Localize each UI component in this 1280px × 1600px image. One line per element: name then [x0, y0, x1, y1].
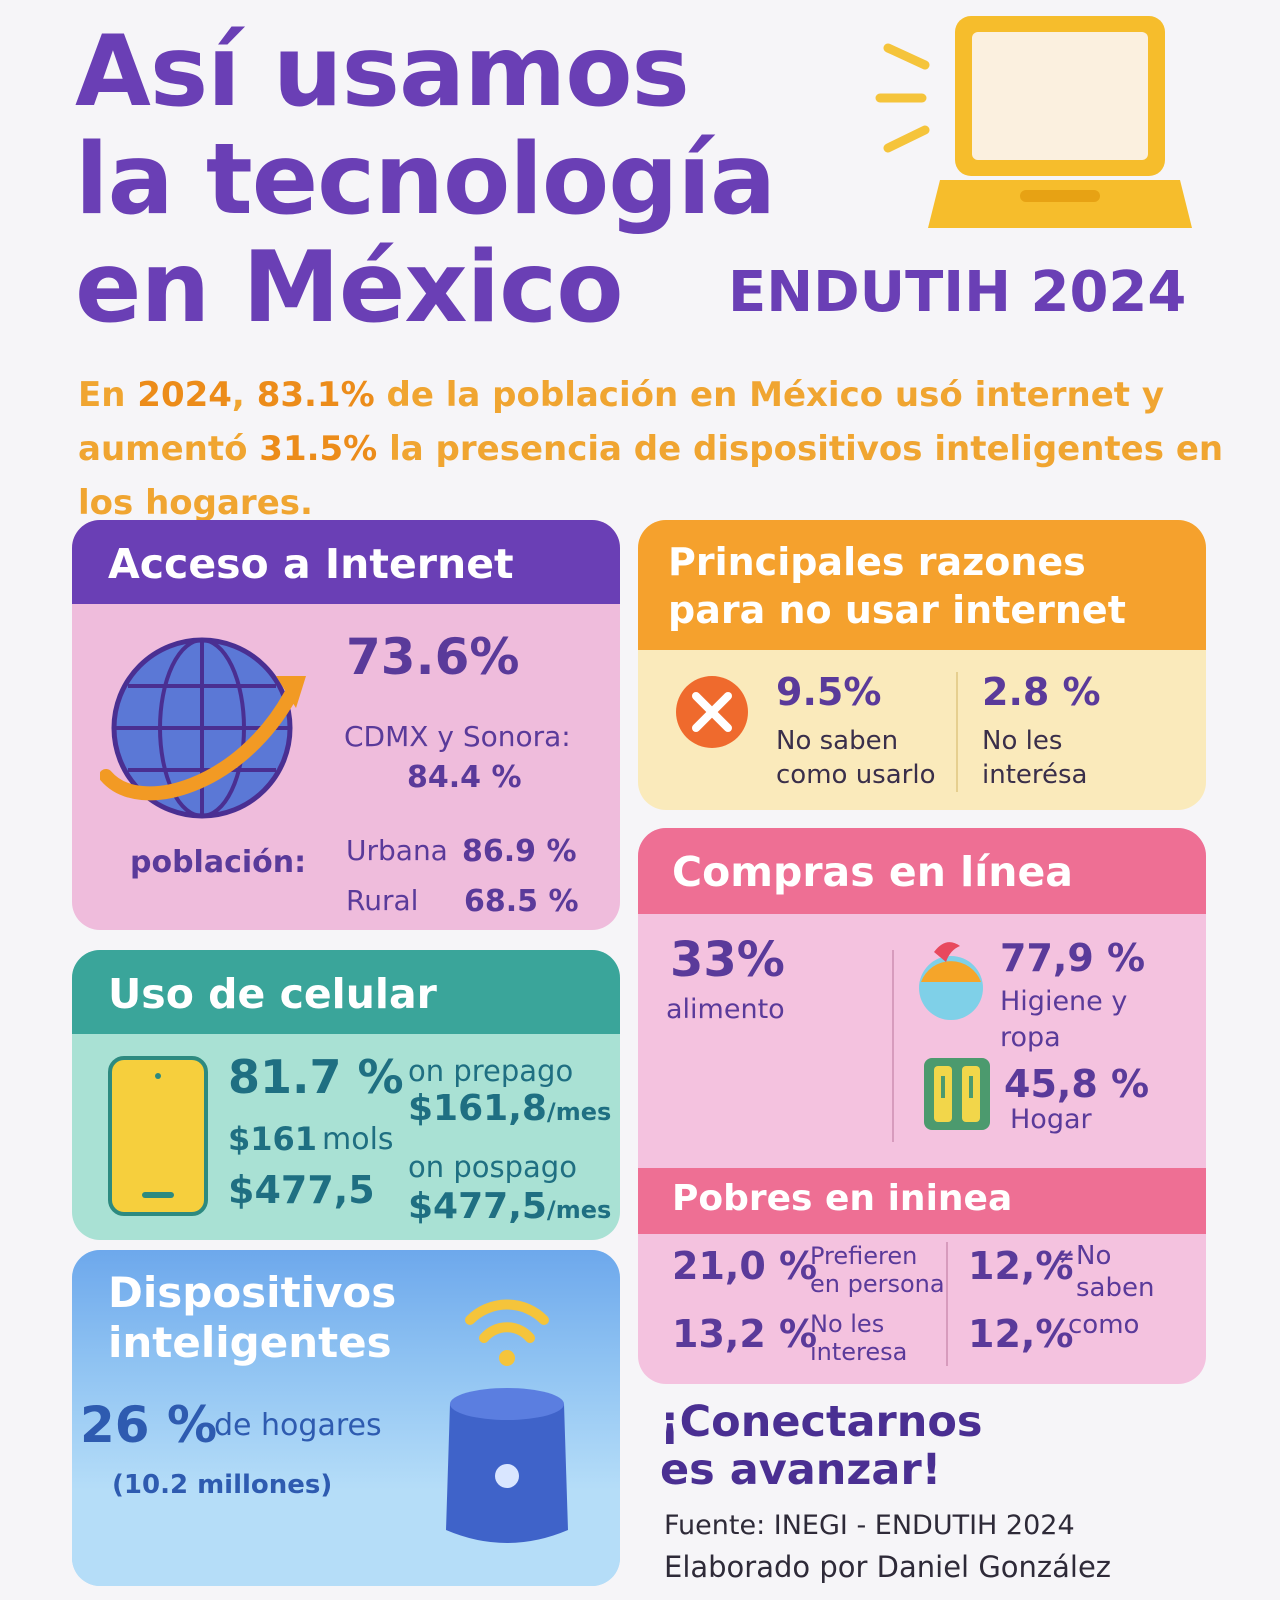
pobres-b-label: No les interesa	[810, 1310, 908, 1366]
survey-subtitle: ENDUTIH 2024	[728, 260, 1187, 325]
dispositivos-label: de hogares	[214, 1408, 382, 1443]
hogar-label: Hogar	[1010, 1104, 1092, 1135]
pobres-a-pct: 21,0 %	[672, 1244, 818, 1288]
author-text: Elaborado por Daniel González	[664, 1550, 1112, 1584]
card-title: Uso de celular	[108, 970, 437, 1018]
x-circle-icon	[676, 676, 748, 748]
pobres-b-pct: 13,2 %	[672, 1312, 818, 1356]
access-main-pct: 73.6%	[346, 628, 520, 686]
pospago-price: $477,5/mes	[408, 1186, 612, 1227]
dispositivos-millones: (10.2 millones)	[112, 1470, 333, 1500]
pobres-d-pct: 12,%	[968, 1312, 1074, 1356]
r2-pct: 2.8 %	[982, 670, 1101, 714]
pobres-c-pct: 12,%	[968, 1244, 1074, 1288]
title-line-2: la tecnología	[75, 123, 776, 237]
celular-price1: $161	[228, 1120, 318, 1158]
smart-speaker-icon	[446, 1299, 568, 1543]
pospago-label: on pospago	[408, 1150, 577, 1184]
higiene-label: Higiene y ropa	[1000, 986, 1128, 1053]
cdmx-pct: 84.4 %	[407, 760, 522, 795]
r1-label: No saben como usarlo	[776, 726, 936, 790]
pobres-c-mark: ≠	[1058, 1244, 1075, 1268]
card-dispositivos: Dispositivos inteligentes 26 % de hogare…	[72, 1250, 620, 1586]
laptop-icon	[875, 16, 1192, 228]
card-title: Dispositivos inteligentes	[108, 1268, 397, 1367]
card-acceso-internet: Acceso a Internet 73.6% CDMX y Sonora: 8…	[72, 520, 620, 930]
phone-icon	[108, 1056, 208, 1216]
card-razones: Principales razones para no usar interne…	[638, 520, 1206, 810]
urbana-pct: 86.9 %	[462, 834, 577, 869]
title-line-3: en México	[75, 231, 624, 345]
cabinet-icon	[924, 1058, 990, 1130]
higiene-pct: 77,9 %	[1000, 936, 1146, 980]
divider	[946, 1242, 948, 1366]
card-title: Acceso a Internet	[108, 540, 514, 588]
pobres-title: Pobres en ininea	[672, 1178, 1013, 1219]
prepago-label: on prepago	[408, 1054, 574, 1088]
pobres-a-label: Prefieren en persona	[810, 1242, 945, 1298]
globe-icon	[100, 637, 306, 819]
page-title: Así usamos la tecnología en México	[75, 15, 776, 345]
intro-text: En 2024, 83.1% de la población en México…	[78, 375, 1224, 523]
celular-price2: $477,5	[228, 1168, 375, 1212]
divider	[956, 672, 958, 792]
source-text: Fuente: INEGI - ENDUTIH 2024	[664, 1510, 1075, 1541]
card-title: Compras en línea	[672, 848, 1073, 896]
alimento-label: alimento	[666, 994, 785, 1025]
rural-pct: 68.5 %	[464, 884, 579, 919]
prepago-price: $161,8/mes	[408, 1088, 612, 1129]
celular-pct: 81.7 %	[228, 1050, 404, 1104]
celular-mols: mols	[322, 1122, 394, 1157]
coconut-drink-icon	[919, 942, 983, 1020]
r1-pct: 9.5%	[776, 670, 882, 714]
dispositivos-pct: 26 %	[80, 1396, 218, 1454]
card-celular: Uso de celular 81.7 % $161 mols $477,5 o…	[72, 950, 620, 1240]
title-line-1: Así usamos	[75, 15, 690, 129]
alimento-pct: 33%	[670, 932, 785, 988]
divider	[892, 950, 894, 1142]
hogar-pct: 45,8 %	[1004, 1062, 1150, 1106]
pobres-c-label: No saben	[1076, 1241, 1155, 1303]
urbana-label: Urbana	[346, 834, 448, 867]
r2-label: No les interésa	[982, 726, 1088, 790]
poblacion-label: población:	[130, 845, 307, 880]
cdmx-label: CDMX y Sonora:	[344, 720, 571, 753]
pobres-d-label: como	[1068, 1310, 1140, 1340]
card-compras: Compras en línea 33% alimento 77,9 % Hig…	[638, 828, 1206, 1384]
rural-label: Rural	[346, 884, 419, 917]
slogan: ¡Conectarnos es avanzar!	[660, 1397, 983, 1495]
card-title: Principales razones para no usar interne…	[668, 540, 1126, 632]
